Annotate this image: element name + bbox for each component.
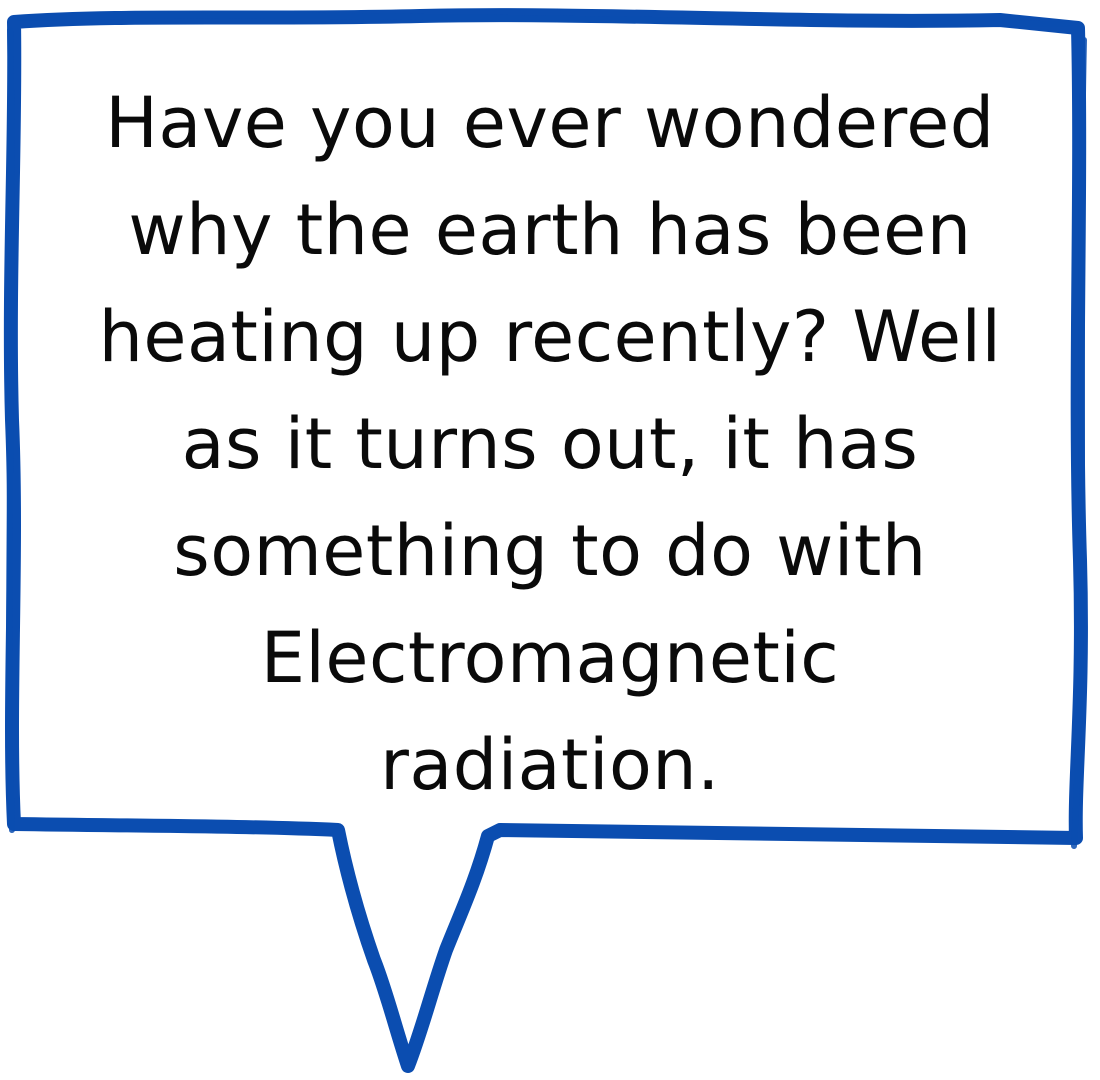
message-line: as it turns out, it has bbox=[181, 403, 919, 485]
message-line: radiation. bbox=[380, 724, 720, 806]
bubble-border-sketch bbox=[6, 12, 1087, 849]
message-line: heating up recently? Well bbox=[98, 296, 1002, 378]
message-line: something to do with bbox=[173, 510, 927, 592]
bubble-message: Have you ever wondered why the earth has… bbox=[40, 70, 1060, 819]
message-line: Electromagnetic bbox=[260, 617, 840, 699]
message-line: Have you ever wondered bbox=[105, 82, 995, 164]
message-line: why the earth has been bbox=[128, 189, 972, 271]
